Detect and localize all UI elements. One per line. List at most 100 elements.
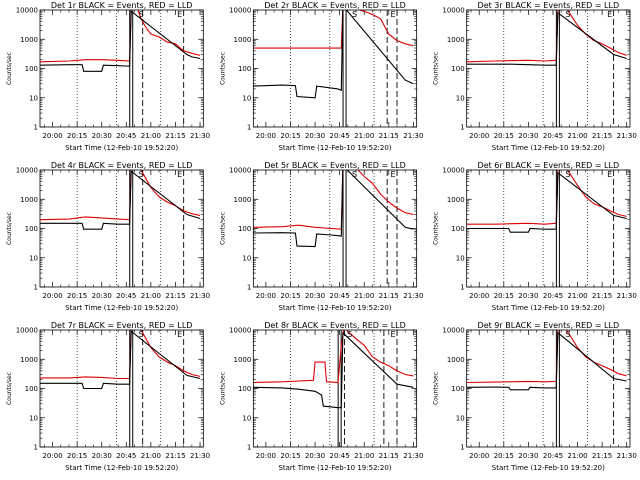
y-tick-label: 100 — [451, 65, 464, 73]
y-tick-label: 10 — [242, 414, 251, 422]
x-tick-label: 21:15 — [379, 132, 399, 140]
x-tick-label: 21:15 — [379, 292, 399, 300]
end-marker-label: E — [177, 170, 182, 179]
x-tick-label: 21:30 — [403, 132, 423, 140]
x-tick-label: 21:30 — [403, 292, 423, 300]
y-tick-label: 10 — [242, 254, 251, 262]
y-tick-label: 1000 — [447, 196, 465, 204]
plot-frame — [252, 329, 418, 448]
y-tick-label: 10 — [29, 414, 38, 422]
x-axis-label: Start Time (12-Feb-10 19:52:20) — [278, 464, 391, 472]
y-axis-label: Counts/sec — [433, 212, 440, 245]
y-axis-label: Counts/sec — [219, 372, 226, 405]
lld-series-line — [466, 10, 627, 63]
plot-frame — [39, 329, 204, 448]
plot-frame — [39, 169, 204, 288]
x-tick-label: 20:00 — [256, 452, 276, 460]
y-tick-label: 1 — [460, 284, 464, 292]
chart-title: Det 9r BLACK = Events, RED = LLD — [478, 321, 620, 330]
end-marker-label: E — [177, 10, 182, 19]
x-tick-label: 20:00 — [42, 132, 62, 140]
x-tick-label: 21:15 — [165, 452, 185, 460]
x-tick-label: 21:00 — [141, 132, 161, 140]
x-tick-label: 21:15 — [592, 292, 612, 300]
x-tick-label: 21:00 — [354, 452, 374, 460]
x-tick-label: 21:15 — [165, 132, 185, 140]
x-tick-label: 20:45 — [330, 132, 350, 140]
x-tick-label: 20:30 — [305, 132, 325, 140]
x-tick-label: 21:30 — [617, 452, 637, 460]
y-tick-label: 1000 — [20, 196, 38, 204]
x-tick-label: 20:45 — [330, 292, 350, 300]
x-tick-label: 20:00 — [469, 452, 489, 460]
y-tick-label: 1000 — [234, 36, 252, 44]
x-tick-label: 20:30 — [305, 452, 325, 460]
chart-title: Det 1r BLACK = Events, RED = LLD — [51, 1, 193, 10]
y-tick-label: 1 — [34, 444, 38, 452]
events-series-line — [253, 170, 414, 248]
x-tick-label: 20:15 — [67, 452, 87, 460]
x-tick-label: 21:30 — [403, 452, 423, 460]
y-axis-label: Counts/sec — [219, 212, 226, 245]
x-tick-label: 20:15 — [280, 132, 300, 140]
y-tick-label: 10 — [29, 94, 38, 102]
y-tick-label: 10000 — [229, 167, 251, 175]
y-tick-label: 10000 — [229, 7, 251, 15]
x-tick-label: 20:15 — [280, 292, 300, 300]
x-tick-label: 20:15 — [494, 452, 514, 460]
end-marker-label: E — [390, 170, 395, 179]
end-marker-label: E — [607, 330, 612, 339]
x-tick-label: 21:00 — [141, 452, 161, 460]
x-tick-label: 21:30 — [190, 452, 210, 460]
start-marker-label: S — [352, 170, 357, 179]
y-tick-label: 1 — [247, 444, 251, 452]
chart-panel-6: Det 6r BLACK = Events, RED = LLD Counts/s… — [433, 161, 637, 312]
y-axis-label: Counts/sec — [6, 372, 13, 405]
chart-panel-9: Det 9r BLACK = Events, RED = LLD Counts/s… — [433, 321, 637, 472]
x-axis-label: Start Time (12-Feb-10 19:52:20) — [65, 304, 178, 312]
x-tick-label: 20:45 — [543, 132, 563, 140]
y-tick-label: 1 — [34, 124, 38, 132]
x-axis-label: Start Time (12-Feb-10 19:52:20) — [492, 464, 605, 472]
chart-title: Det 5r BLACK = Events, RED = LLD — [264, 161, 406, 170]
events-series-line — [253, 10, 414, 99]
x-tick-label: 20:15 — [280, 452, 300, 460]
y-tick-label: 1 — [247, 284, 251, 292]
x-tick-label: 20:45 — [116, 292, 136, 300]
y-tick-label: 100 — [25, 65, 38, 73]
plot-frame — [39, 9, 204, 128]
x-tick-label: 21:30 — [617, 132, 637, 140]
x-tick-label: 20:00 — [469, 132, 489, 140]
lld-series-line — [40, 330, 201, 380]
y-tick-label: 10000 — [442, 167, 464, 175]
lld-series-line — [253, 170, 414, 230]
x-tick-label: 21:15 — [165, 292, 185, 300]
x-axis-label: Start Time (12-Feb-10 19:52:20) — [492, 304, 605, 312]
start-marker-label: S — [565, 330, 570, 339]
start-marker-label: S — [139, 330, 144, 339]
x-tick-label: 20:15 — [67, 132, 87, 140]
y-tick-label: 10000 — [442, 7, 464, 15]
start-marker-label: S — [139, 10, 144, 19]
events-series-line — [253, 331, 414, 409]
x-tick-label: 20:00 — [469, 292, 489, 300]
events-series-line — [466, 331, 627, 391]
y-tick-label: 1 — [460, 444, 464, 452]
x-tick-label: 21:00 — [141, 292, 161, 300]
x-tick-label: 20:00 — [42, 292, 62, 300]
end-marker-label: E — [390, 330, 395, 339]
y-tick-label: 10000 — [16, 327, 38, 335]
plot-frame — [466, 9, 631, 128]
events-series-line — [466, 171, 627, 233]
x-tick-label: 20:45 — [543, 452, 563, 460]
events-series-line — [40, 170, 201, 230]
start-marker-label: S — [139, 170, 144, 179]
chart-panel-1: Det 1r BLACK = Events, RED = LLD Counts/s… — [6, 1, 210, 152]
y-tick-label: 100 — [238, 385, 251, 393]
x-tick-label: 20:15 — [494, 292, 514, 300]
plot-frame — [252, 169, 418, 288]
plot-frame — [466, 329, 631, 448]
y-tick-label: 1000 — [447, 36, 465, 44]
start-marker-label: S — [565, 170, 570, 179]
